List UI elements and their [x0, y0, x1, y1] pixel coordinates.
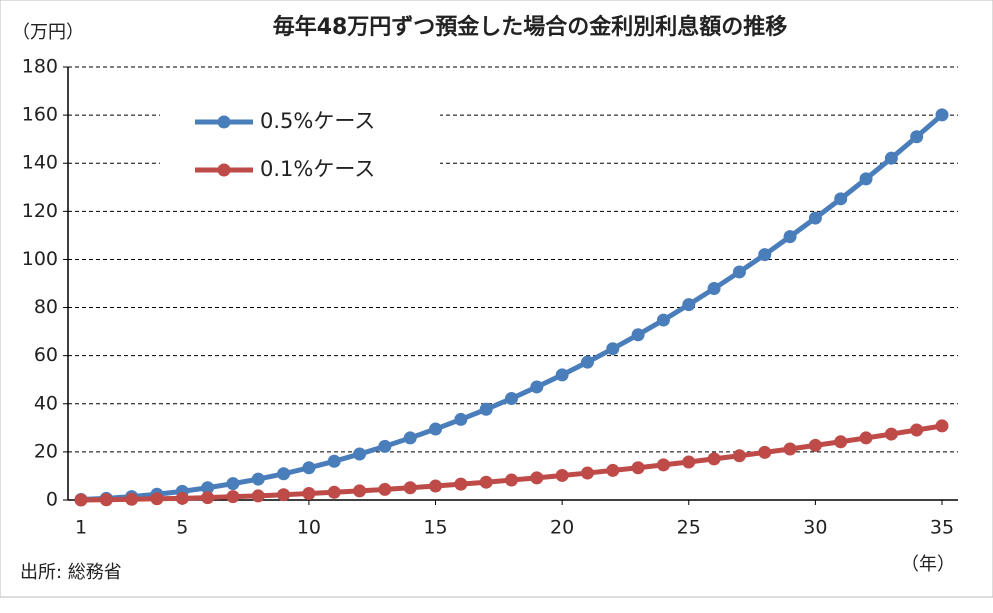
- data-point: [505, 391, 518, 405]
- x-unit: （年）: [901, 554, 955, 575]
- data-point: [530, 471, 544, 485]
- data-point: [935, 419, 949, 433]
- data-point: [201, 481, 215, 495]
- data-point: [378, 482, 392, 496]
- y-tick-label: 80: [34, 296, 58, 318]
- y-tick-label: 0: [46, 489, 58, 511]
- data-point: [479, 475, 493, 489]
- data-point: [606, 342, 620, 356]
- data-point: [631, 461, 645, 475]
- data-point: [251, 472, 265, 486]
- data-point: [530, 380, 544, 394]
- data-point: [327, 454, 341, 468]
- data-point: [74, 493, 88, 507]
- data-point: [682, 455, 696, 469]
- data-point: [353, 484, 367, 498]
- data-point: [429, 422, 443, 436]
- source-note: 出所: 総務省: [20, 562, 122, 583]
- data-point: [834, 435, 848, 449]
- data-point: [758, 248, 772, 262]
- data-point: [454, 477, 468, 491]
- chart-frame: [0, 0, 993, 598]
- data-point: [302, 461, 316, 475]
- data-point: [732, 265, 746, 279]
- data-point: [707, 452, 721, 466]
- y-unit: （万円）: [12, 22, 84, 43]
- legend-box: [160, 95, 440, 195]
- data-point: [935, 108, 949, 122]
- data-point: [479, 402, 493, 416]
- data-point: [656, 313, 670, 327]
- y-tick-label: 20: [34, 440, 58, 462]
- data-point: [859, 172, 873, 186]
- data-point: [403, 481, 417, 495]
- data-point: [251, 489, 265, 503]
- data-point: [403, 431, 417, 445]
- x-tick-label: 25: [677, 517, 701, 539]
- data-point: [631, 328, 645, 342]
- x-tick-label: 30: [803, 517, 827, 539]
- data-point: [656, 458, 670, 472]
- data-point: [859, 431, 873, 445]
- data-point: [707, 282, 721, 296]
- data-point: [834, 192, 848, 206]
- data-point: [732, 449, 746, 463]
- x-tick-label: 15: [423, 517, 447, 539]
- x-tick-label: 20: [550, 517, 574, 539]
- data-point: [580, 466, 594, 480]
- data-point: [277, 467, 291, 481]
- data-point: [175, 491, 189, 505]
- y-tick-label: 100: [22, 248, 58, 270]
- data-point: [378, 439, 392, 453]
- data-point: [606, 463, 620, 477]
- data-point: [429, 479, 443, 493]
- data-point: [99, 493, 113, 507]
- data-point: [580, 355, 594, 369]
- data-point: [910, 130, 924, 144]
- y-tick-label: 60: [34, 344, 58, 366]
- y-tick-label: 40: [34, 392, 58, 414]
- data-point: [555, 368, 569, 382]
- data-point: [682, 298, 696, 312]
- data-point: [454, 412, 468, 426]
- legend-label: 0.1%ケース: [260, 157, 375, 181]
- data-point: [808, 211, 822, 225]
- data-point: [783, 230, 797, 244]
- data-point: [150, 492, 164, 506]
- data-point: [783, 442, 797, 456]
- data-point: [505, 473, 518, 487]
- data-point: [758, 445, 772, 459]
- data-point: [327, 485, 341, 499]
- y-tick-label: 140: [22, 152, 58, 174]
- data-point: [884, 427, 898, 441]
- x-tick-label: 10: [297, 517, 321, 539]
- legend-marker: [217, 115, 231, 129]
- data-point: [302, 487, 316, 501]
- x-tick-label: 35: [930, 517, 954, 539]
- data-point: [808, 438, 822, 452]
- data-point: [910, 423, 924, 437]
- data-point: [277, 488, 291, 502]
- x-tick-label: 1: [75, 517, 87, 539]
- y-tick-label: 180: [22, 56, 58, 78]
- chart-title: 毎年48万円ずつ預金した場合の金利別利息額の推移: [273, 14, 788, 40]
- x-tick-label: 5: [176, 517, 188, 539]
- data-point: [226, 477, 240, 491]
- data-point: [353, 447, 367, 461]
- data-point: [555, 468, 569, 482]
- data-point: [125, 492, 139, 506]
- legend-marker: [217, 163, 231, 177]
- data-point: [201, 491, 215, 505]
- data-point: [884, 151, 898, 165]
- legend-label: 0.5%ケース: [260, 109, 375, 133]
- data-point: [226, 490, 240, 504]
- y-tick-label: 160: [22, 104, 58, 126]
- y-tick-label: 120: [22, 200, 58, 222]
